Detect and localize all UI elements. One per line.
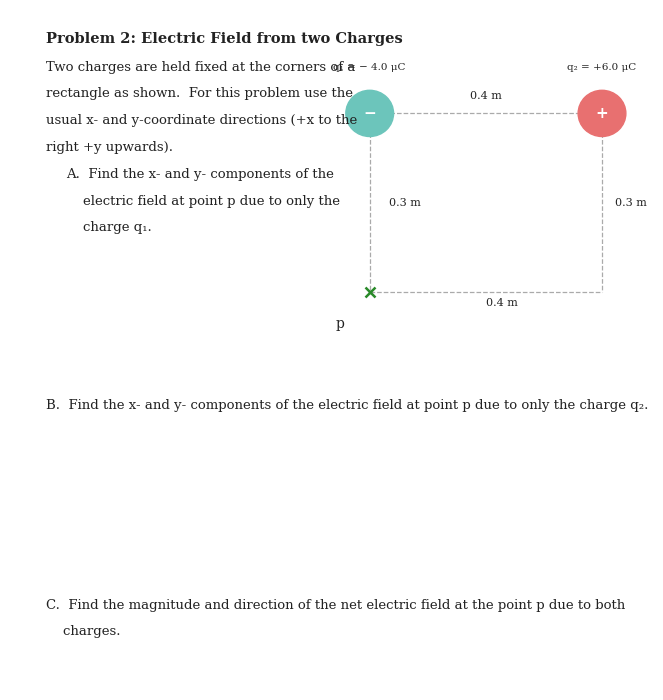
Text: rectangle as shown.  For this problem use the: rectangle as shown. For this problem use… xyxy=(46,88,353,101)
Text: B.  Find the x- and y- components of the electric field at point p due to only t: B. Find the x- and y- components of the … xyxy=(46,399,649,412)
Text: C.  Find the magnitude and direction of the net electric field at the point p du: C. Find the magnitude and direction of t… xyxy=(46,598,626,612)
Text: right +y upwards).: right +y upwards). xyxy=(46,141,174,154)
Circle shape xyxy=(578,90,626,136)
Text: −: − xyxy=(363,106,376,121)
Text: Two charges are held fixed at the corners of a: Two charges are held fixed at the corner… xyxy=(46,61,356,74)
Circle shape xyxy=(346,90,394,136)
Text: p: p xyxy=(335,316,344,330)
Text: electric field at point p due to only the: electric field at point p due to only th… xyxy=(66,195,340,208)
Text: 0.3 m: 0.3 m xyxy=(389,197,420,208)
Text: 0.4 m: 0.4 m xyxy=(470,91,502,101)
Text: usual x- and y-coordinate directions (+x to the: usual x- and y-coordinate directions (+x… xyxy=(46,114,357,127)
Text: Problem 2: Electric Field from two Charges: Problem 2: Electric Field from two Charg… xyxy=(46,32,403,46)
Text: +: + xyxy=(595,106,609,121)
Text: 0.4 m: 0.4 m xyxy=(486,298,518,308)
Text: q₂ = +6.0 μC: q₂ = +6.0 μC xyxy=(568,63,636,72)
Text: charge q₁.: charge q₁. xyxy=(66,221,152,234)
Text: q₁ = − 4.0 μC: q₁ = − 4.0 μC xyxy=(333,63,406,72)
Text: A.  Find the x- and y- components of the: A. Find the x- and y- components of the xyxy=(66,168,334,181)
Text: charges.: charges. xyxy=(46,625,121,638)
Text: 0.3 m: 0.3 m xyxy=(615,197,646,208)
